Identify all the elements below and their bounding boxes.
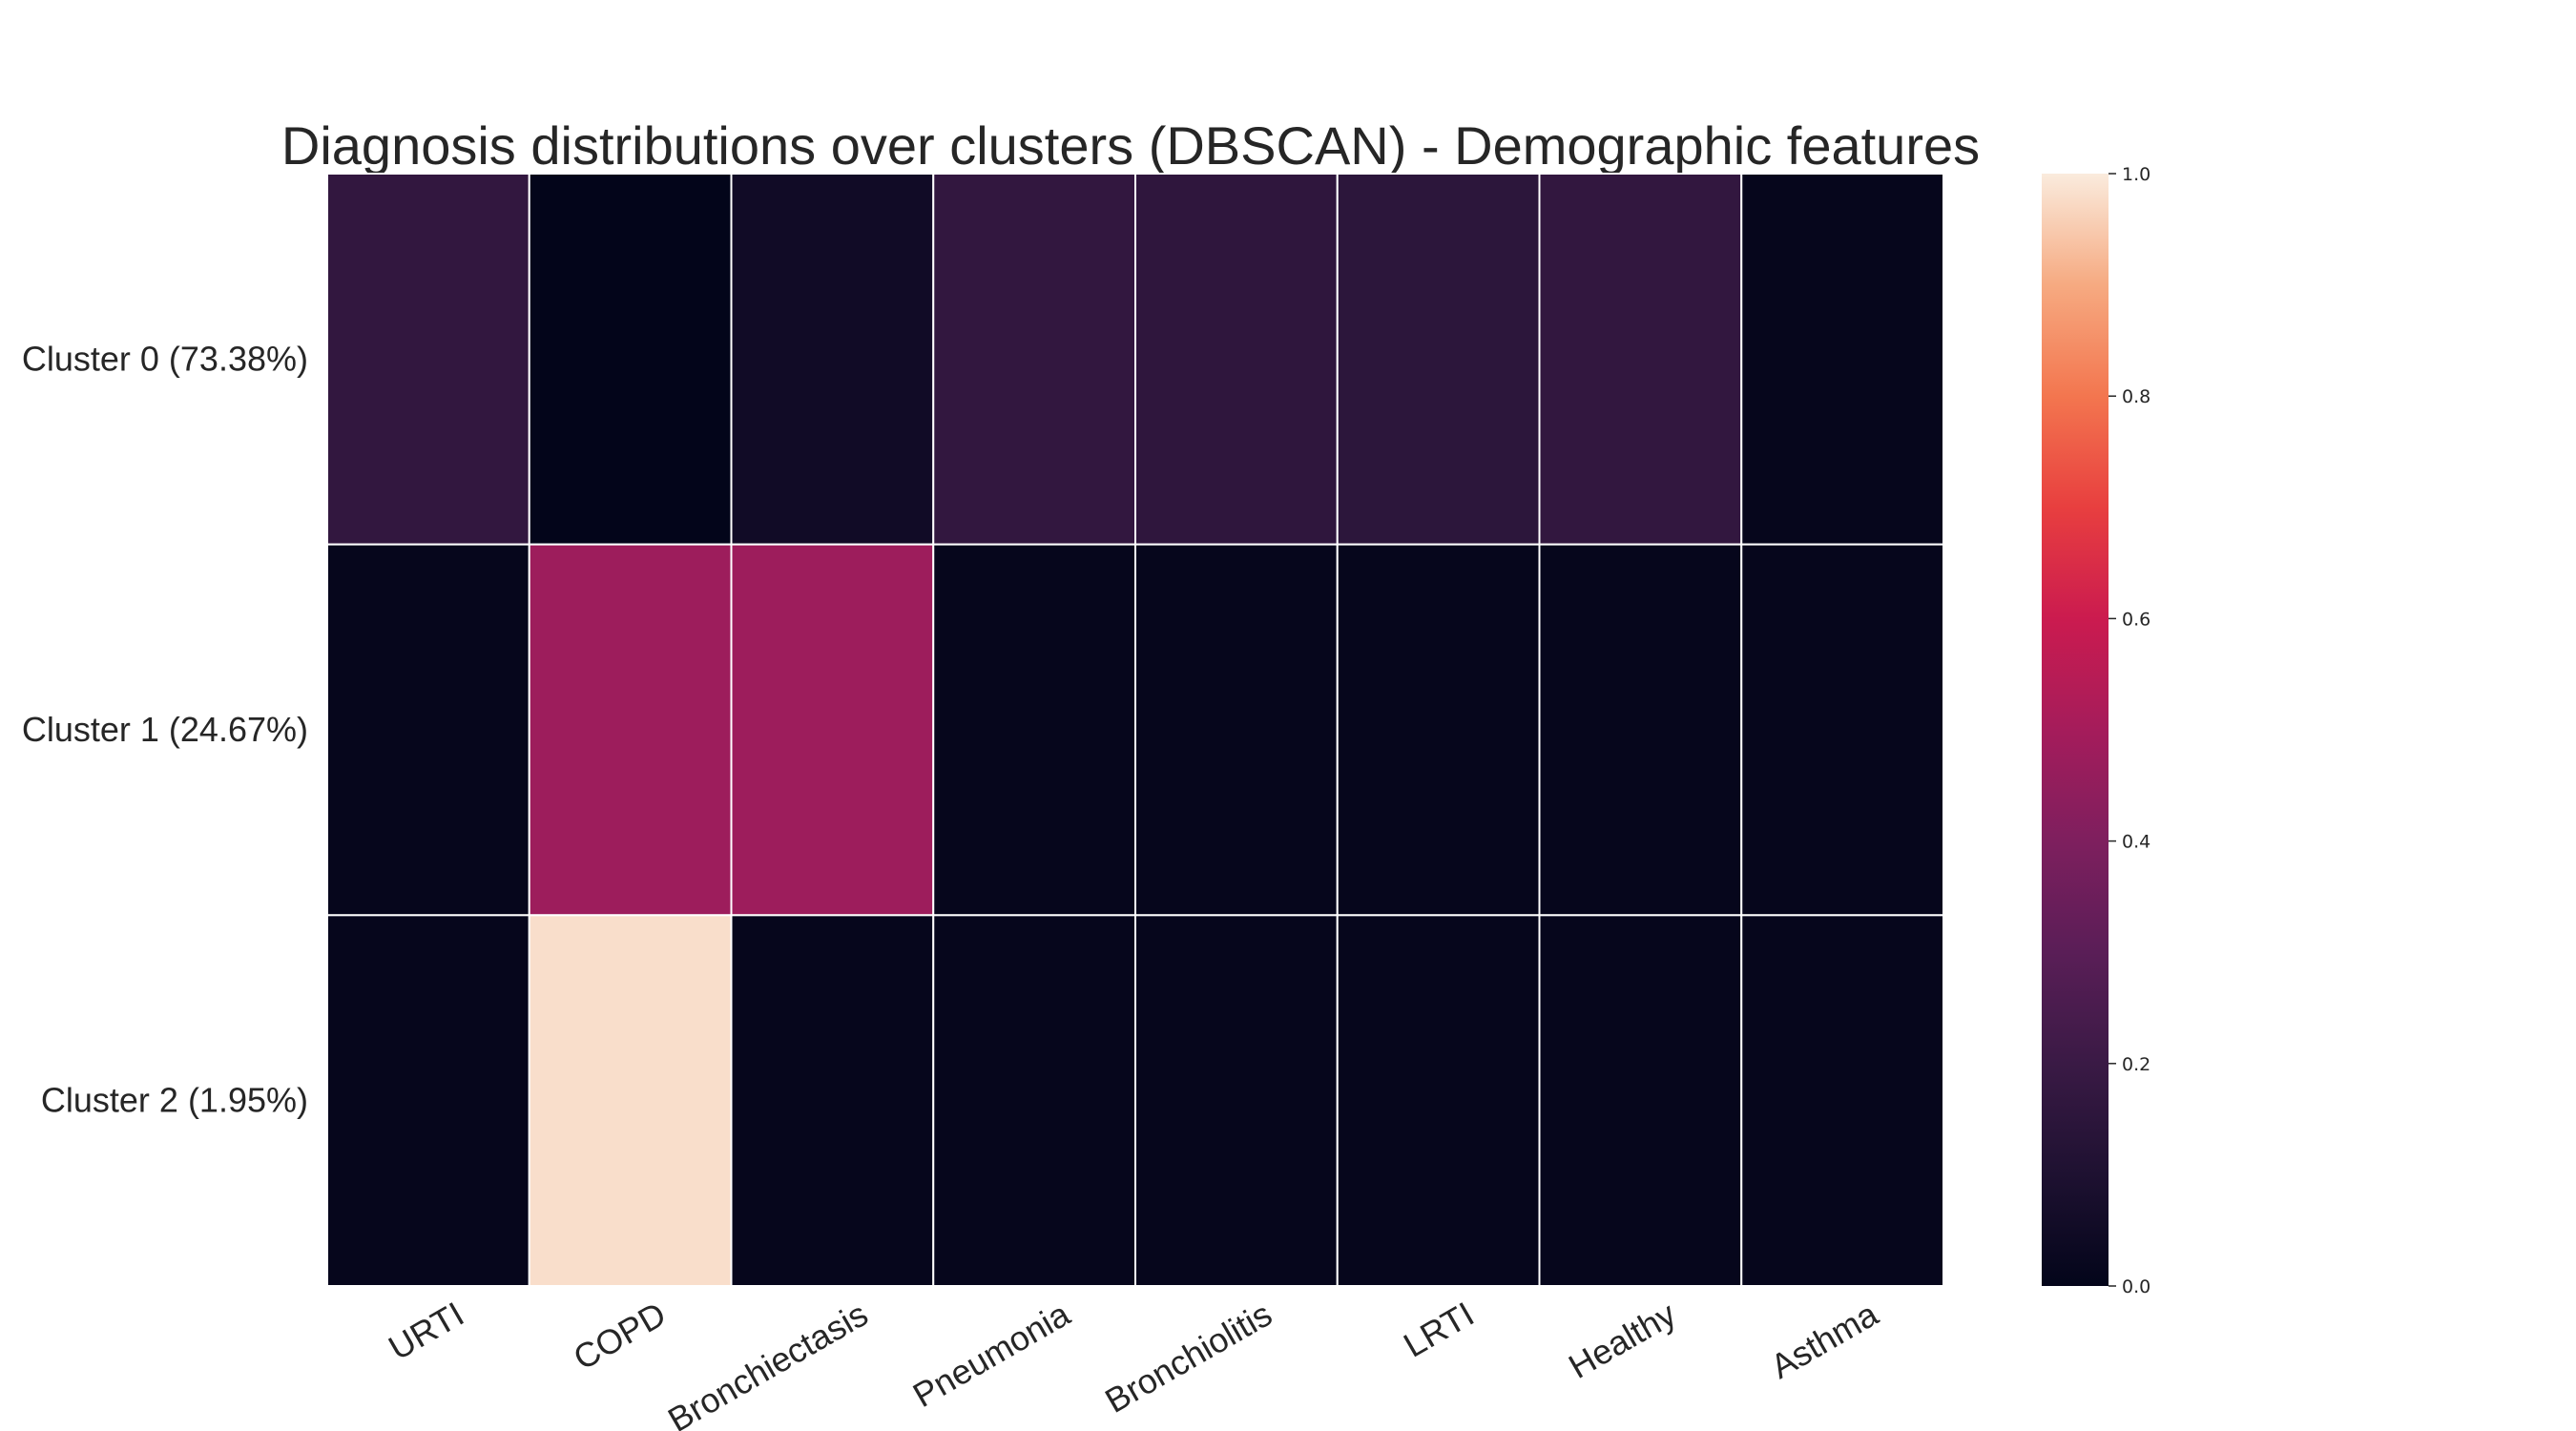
x-tick-label: Bronchiolitis bbox=[1098, 1294, 1278, 1421]
heatmap-cell bbox=[1740, 543, 1944, 917]
colorbar-tick-label: 0.6 bbox=[2122, 609, 2150, 630]
x-tick-label: Healthy bbox=[1562, 1294, 1682, 1386]
colorbar-tick-label: 0.4 bbox=[2122, 832, 2150, 853]
heatmap-cells bbox=[326, 173, 1944, 1287]
heatmap-cell bbox=[1336, 543, 1541, 917]
heatmap-cell bbox=[1740, 173, 1944, 546]
colorbar: 0.0 0.2 0.4 0.6 0.8 1.0 bbox=[2042, 164, 2150, 1297]
heatmap-cell bbox=[528, 173, 733, 546]
x-tick-label: URTI bbox=[382, 1294, 470, 1367]
heatmap-cell bbox=[326, 914, 530, 1287]
heatmap-cell bbox=[528, 543, 733, 917]
heatmap-cell bbox=[1538, 914, 1743, 1287]
heatmap-cell bbox=[1134, 914, 1339, 1287]
colorbar-tick-label: 0.8 bbox=[2122, 386, 2150, 407]
heatmap-cell bbox=[730, 914, 935, 1287]
heatmap-cell bbox=[326, 173, 530, 546]
heatmap-cell bbox=[932, 914, 1136, 1287]
x-tick-label: Pneumonia bbox=[906, 1294, 1077, 1415]
x-tick-label: COPD bbox=[567, 1294, 673, 1378]
colorbar-tick-label: 0.0 bbox=[2122, 1276, 2150, 1297]
y-tick-label: Cluster 0 (73.38%) bbox=[22, 339, 308, 378]
y-tick-label: Cluster 1 (24.67%) bbox=[22, 710, 308, 749]
x-tick-label: LRTI bbox=[1397, 1294, 1481, 1364]
y-tick-labels: Cluster 0 (73.38%) Cluster 1 (24.67%) Clus… bbox=[22, 339, 308, 1119]
x-tick-label: Bronchiectasis bbox=[661, 1294, 874, 1431]
heatmap-cell bbox=[1740, 914, 1944, 1287]
colorbar-tick-label: 1.0 bbox=[2122, 164, 2150, 185]
heatmap-cell bbox=[932, 173, 1136, 546]
y-tick-label: Cluster 2 (1.95%) bbox=[41, 1081, 308, 1120]
heatmap-cell bbox=[528, 914, 733, 1287]
x-tick-label: Asthma bbox=[1764, 1294, 1885, 1386]
heatmap-cell bbox=[326, 543, 530, 917]
colorbar-ticks: 0.0 0.2 0.4 0.6 0.8 1.0 bbox=[2109, 164, 2150, 1297]
heatmap-cell bbox=[1538, 543, 1743, 917]
heatmap-cell bbox=[1134, 543, 1339, 917]
colorbar-gradient bbox=[2042, 174, 2109, 1286]
heatmap-cell bbox=[932, 543, 1136, 917]
heatmap-cell bbox=[1538, 173, 1743, 546]
heatmap-cell bbox=[730, 173, 935, 546]
colorbar-tick-label: 0.2 bbox=[2122, 1054, 2150, 1075]
chart-title: Diagnosis distributions over clusters (D… bbox=[281, 115, 1980, 176]
heatmap-cell bbox=[730, 543, 935, 917]
heatmap-cell bbox=[1134, 173, 1339, 546]
heatmap-cell bbox=[1336, 173, 1541, 546]
heatmap-cell bbox=[1336, 914, 1541, 1287]
